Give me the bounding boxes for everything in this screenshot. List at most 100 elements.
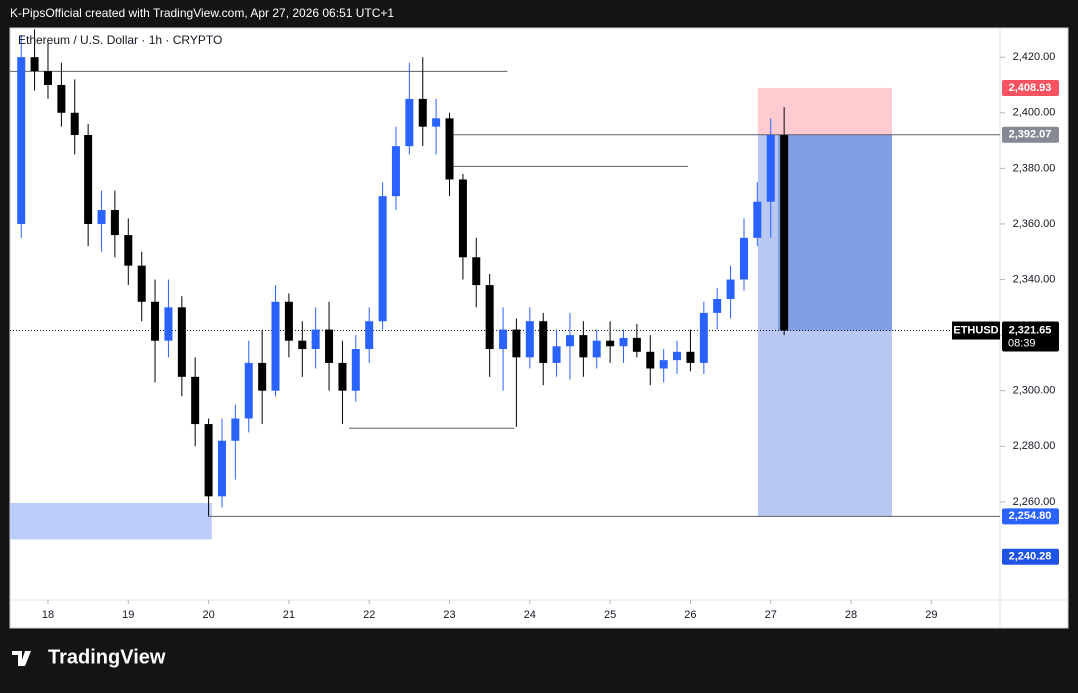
candle-body (218, 440, 227, 497)
candle-body (124, 235, 133, 266)
candle-body (713, 298, 722, 313)
candle-body (43, 71, 52, 85)
candle-body (418, 98, 427, 127)
candle-body (391, 146, 400, 197)
price-marker-label: 2,240.28 (1009, 551, 1052, 563)
candle-body (699, 312, 708, 363)
x-tick-label: 20 (202, 609, 214, 621)
candle-body (659, 360, 668, 369)
candle-body (298, 340, 307, 350)
candle-body (17, 57, 26, 224)
candle-body (432, 118, 441, 127)
x-tick-label: 24 (524, 609, 536, 621)
x-tick-label: 22 (363, 609, 375, 621)
x-tick-label: 23 (443, 609, 455, 621)
x-tick-label: 29 (925, 609, 937, 621)
logo-icon (12, 651, 31, 666)
candle-body (673, 351, 682, 361)
candle-body (244, 362, 253, 419)
y-tick-label: 2,400.00 (1013, 107, 1056, 119)
candle-body (351, 349, 360, 391)
candle-body (726, 279, 735, 299)
price-marker-label: 2,392.07 (1009, 129, 1052, 141)
candle-body (632, 337, 641, 352)
candle-body (204, 424, 213, 497)
candle-body (365, 321, 374, 350)
candle-body (766, 135, 775, 202)
y-tick-label: 2,360.00 (1013, 218, 1056, 230)
candle-body (84, 135, 93, 224)
candle-body (552, 346, 561, 363)
candle-body (458, 179, 467, 258)
candle-body (311, 329, 320, 350)
price-marker-label: 2,408.93 (1009, 82, 1052, 94)
last-price-marker (1002, 321, 1059, 352)
candle-body (70, 112, 79, 136)
footer-logo: TradingView (48, 646, 166, 668)
symbol-tag-label: ETHUSD (953, 324, 998, 336)
symbol-tag (952, 321, 1000, 340)
candle-body (579, 335, 588, 358)
candle-body (646, 351, 655, 369)
candle-body (378, 196, 387, 322)
candle-body (191, 376, 200, 425)
chart-title: Ethereum / U.S. Dollar · 1h · CRYPTO (18, 33, 222, 47)
x-tick-label: 19 (122, 609, 134, 621)
zone (777, 134, 892, 331)
candle-body (472, 257, 481, 286)
zone (10, 502, 212, 540)
candle-body (30, 57, 39, 72)
candle-body (151, 301, 160, 341)
y-tick-label: 2,300.00 (1013, 385, 1056, 397)
price-marker (1002, 126, 1059, 143)
candle-body (539, 321, 548, 363)
candle-body (338, 362, 347, 391)
candle-body (164, 307, 173, 341)
candle-body (258, 362, 267, 391)
y-tick-label: 2,420.00 (1013, 51, 1056, 63)
candle-body (57, 84, 66, 113)
price-marker (1002, 79, 1059, 96)
last-price-label: 2,321.65 (1009, 324, 1052, 336)
candle-body (739, 237, 748, 280)
candle-body (485, 285, 494, 350)
y-tick-label: 2,260.00 (1013, 496, 1056, 508)
plot (10, 29, 1000, 540)
candle-body (137, 265, 146, 302)
candle-body (606, 340, 615, 347)
price-marker-label: 2,254.80 (1009, 510, 1052, 522)
countdown: 08:39 (1008, 337, 1036, 349)
candle-body (780, 135, 789, 331)
x-tick-label: 18 (42, 609, 54, 621)
candle-body (445, 118, 454, 180)
candle-body (110, 210, 119, 236)
candle-body (231, 418, 240, 441)
x-tick-label: 27 (765, 609, 777, 621)
candle-body (592, 340, 601, 358)
candle-body (619, 337, 628, 347)
price-marker (1002, 508, 1059, 525)
zone (757, 87, 892, 135)
y-tick-label: 2,380.00 (1013, 162, 1056, 174)
candle-body (512, 329, 521, 358)
x-tick-label: 26 (684, 609, 696, 621)
candle-body (565, 335, 574, 347)
candle-body (97, 210, 106, 224)
candle-body (525, 321, 534, 358)
candle-body (325, 329, 334, 363)
candle-body (686, 351, 695, 363)
x-tick-label: 25 (604, 609, 616, 621)
candle-body (753, 201, 762, 238)
candle-body (284, 301, 293, 341)
candle-body (271, 301, 280, 391)
y-tick-label: 2,280.00 (1013, 440, 1056, 452)
x-tick-label: 28 (845, 609, 857, 621)
y-tick-label: 2,340.00 (1013, 273, 1056, 285)
candle-body (177, 307, 186, 377)
candle-body (405, 98, 414, 147)
header-text: K-PipsOfficial created with TradingView.… (10, 6, 394, 20)
price-marker (1002, 548, 1059, 565)
x-tick-label: 21 (283, 609, 295, 621)
